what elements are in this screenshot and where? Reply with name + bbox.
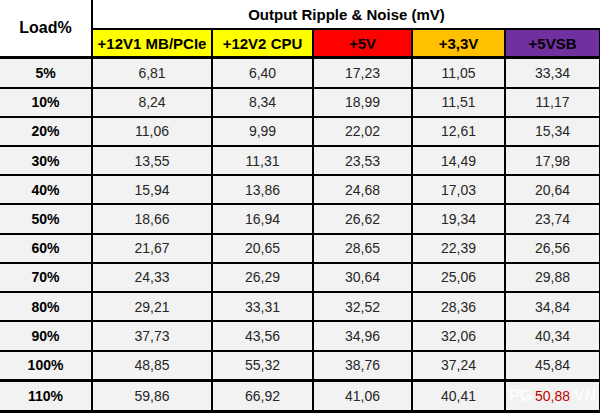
value-cell: 32,52 — [313, 292, 412, 321]
load-cell: 5% — [0, 58, 92, 88]
value-cell: 29,21 — [92, 292, 212, 321]
value-cell: 24,68 — [313, 175, 412, 204]
value-cell: 15,94 — [92, 175, 212, 204]
value-cell: 26,56 — [505, 234, 600, 263]
value-cell: 40,34 — [505, 321, 600, 350]
out-of-spec-value: 50,88 — [535, 388, 570, 404]
load-cell: 10% — [0, 88, 92, 117]
value-cell: 28,65 — [313, 234, 412, 263]
value-cell: 48,85 — [92, 351, 212, 381]
column-header-5v: +5V — [313, 29, 412, 58]
value-cell: 13,55 — [92, 146, 212, 175]
value-cell: 45,84 — [505, 351, 600, 381]
value-cell: 11,17 — [505, 88, 600, 117]
value-cell: 9,99 — [212, 117, 313, 146]
load-cell: 30% — [0, 146, 92, 175]
load-cell: 50% — [0, 204, 92, 233]
load-cell: 40% — [0, 175, 92, 204]
value-cell: 11,31 — [212, 146, 313, 175]
value-cell: 24,33 — [92, 263, 212, 292]
main-header-row: Load% Output Ripple & Noise (mV) — [0, 0, 600, 29]
load-cell: 60% — [0, 234, 92, 263]
table-row: 90%37,7343,5634,9632,0640,34 — [0, 321, 600, 350]
value-cell: 50,88PG VN — [505, 381, 600, 412]
table-row: 20%11,069,9922,0212,6115,34 — [0, 117, 600, 146]
value-cell: 8,24 — [92, 88, 212, 117]
watermark-text-right: VN — [574, 387, 596, 405]
value-cell: 11,51 — [412, 88, 505, 117]
value-cell: 23,53 — [313, 146, 412, 175]
value-cell: 8,34 — [212, 88, 313, 117]
table-row: 70%24,3326,2930,6425,0629,88 — [0, 263, 600, 292]
load-cell: 100% — [0, 351, 92, 381]
value-cell: 23,74 — [505, 204, 600, 233]
watermark-text-left: PG — [509, 387, 532, 405]
value-cell: 18,66 — [92, 204, 212, 233]
table-row: 60%21,6720,6528,6522,3926,56 — [0, 234, 600, 263]
value-cell: 25,06 — [412, 263, 505, 292]
value-cell: 20,65 — [212, 234, 313, 263]
value-cell: 18,99 — [313, 88, 412, 117]
value-cell: 28,36 — [412, 292, 505, 321]
corner-header-load: Load% — [0, 0, 92, 58]
table-header: Load% Output Ripple & Noise (mV) +12V1 M… — [0, 0, 600, 58]
table-row: 50%18,6616,9426,6219,3423,74 — [0, 204, 600, 233]
column-header-12v1: +12V1 MB/PCIe — [92, 29, 212, 58]
value-cell: 6,81 — [92, 58, 212, 88]
table-body: 5%6,816,4017,2311,0533,3410%8,248,3418,9… — [0, 58, 600, 412]
value-cell: 33,31 — [212, 292, 313, 321]
value-cell: 26,62 — [313, 204, 412, 233]
table-row: 30%13,5511,3123,5314,4917,98 — [0, 146, 600, 175]
value-cell: 55,32 — [212, 351, 313, 381]
value-cell: 12,61 — [412, 117, 505, 146]
value-cell: 26,29 — [212, 263, 313, 292]
value-cell: 37,24 — [412, 351, 505, 381]
value-cell: 41,06 — [313, 381, 412, 412]
table-row: 5%6,816,4017,2311,0533,34 — [0, 58, 600, 88]
value-cell: 38,76 — [313, 351, 412, 381]
value-cell: 66,92 — [212, 381, 313, 412]
value-cell: 34,84 — [505, 292, 600, 321]
value-cell: 13,86 — [212, 175, 313, 204]
value-cell: 40,41 — [412, 381, 505, 412]
table-title: Output Ripple & Noise (mV) — [92, 0, 600, 29]
value-cell: 22,39 — [412, 234, 505, 263]
value-cell: 11,05 — [412, 58, 505, 88]
value-cell: 32,06 — [412, 321, 505, 350]
value-cell: 14,49 — [412, 146, 505, 175]
value-cell: 17,03 — [412, 175, 505, 204]
value-cell: 29,88 — [505, 263, 600, 292]
value-cell: 59,86 — [92, 381, 212, 412]
ripple-noise-table: Load% Output Ripple & Noise (mV) +12V1 M… — [0, 0, 600, 413]
table-row: 10%8,248,3418,9911,5111,17 — [0, 88, 600, 117]
value-cell: 6,40 — [212, 58, 313, 88]
value-cell: 37,73 — [92, 321, 212, 350]
value-cell: 21,67 — [92, 234, 212, 263]
value-cell: 20,64 — [505, 175, 600, 204]
value-cell: 19,34 — [412, 204, 505, 233]
column-header-12v2: +12V2 CPU — [212, 29, 313, 58]
value-cell: 30,64 — [313, 263, 412, 292]
column-header-5vsb: +5VSB — [505, 29, 600, 58]
value-cell: 17,23 — [313, 58, 412, 88]
column-header-3v3: +3,3V — [412, 29, 505, 58]
value-cell: 15,34 — [505, 117, 600, 146]
table-row: 100%48,8555,3238,7637,2445,84 — [0, 351, 600, 381]
load-cell: 90% — [0, 321, 92, 350]
load-cell: 70% — [0, 263, 92, 292]
value-cell: 34,96 — [313, 321, 412, 350]
value-cell: 22,02 — [313, 117, 412, 146]
value-cell: 17,98 — [505, 146, 600, 175]
load-cell: 20% — [0, 117, 92, 146]
table-row: 40%15,9413,8624,6817,0320,64 — [0, 175, 600, 204]
value-cell: 33,34 — [505, 58, 600, 88]
table-row: 110%59,8666,9241,0640,41 50,88PG VN — [0, 381, 600, 412]
value-cell: 11,06 — [92, 117, 212, 146]
load-cell: 80% — [0, 292, 92, 321]
load-cell: 110% — [0, 381, 92, 412]
value-cell: 16,94 — [212, 204, 313, 233]
value-cell: 43,56 — [212, 321, 313, 350]
table-row: 80%29,2133,3132,5228,3634,84 — [0, 292, 600, 321]
